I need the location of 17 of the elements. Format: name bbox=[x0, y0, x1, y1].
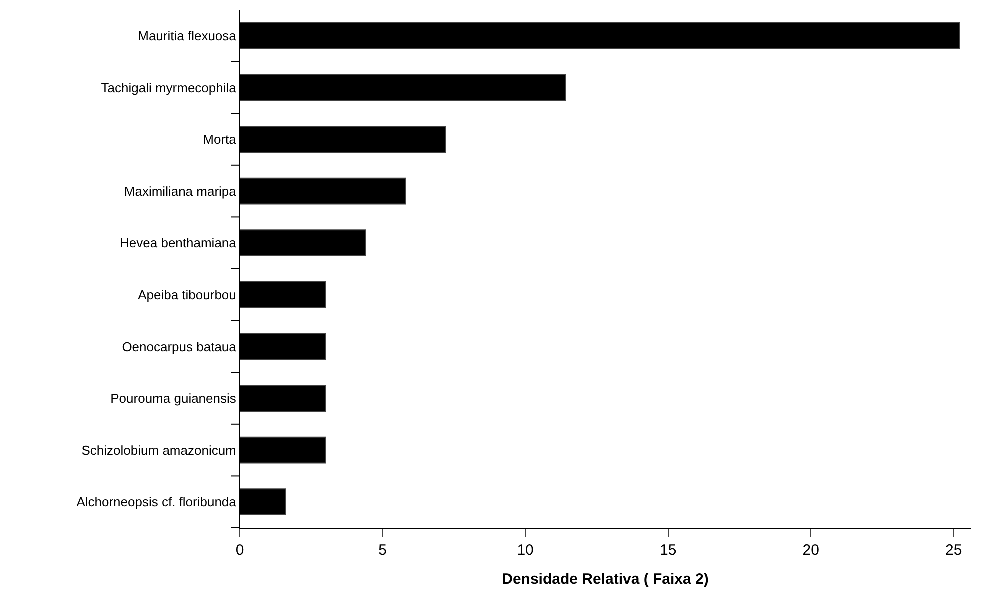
y-tick-label: Oenocarpus bataua bbox=[122, 339, 238, 354]
x-axis-title: Densidade Relativa ( Faixa 2) bbox=[502, 571, 709, 588]
y-tick-label: Hevea benthamiana bbox=[120, 236, 238, 251]
y-tick-label: Schizolobium amazonicum bbox=[82, 442, 236, 458]
x-tick-label: 0 bbox=[236, 542, 244, 559]
y-tick-label: Mauritia flexuosa bbox=[138, 28, 238, 44]
y-tick-label: Alchorneopsis cf. floribunda bbox=[76, 494, 238, 510]
y-tick-label: Pourouma guianensis bbox=[110, 391, 237, 406]
x-tick-label: 15 bbox=[660, 542, 677, 559]
x-tick-label: 10 bbox=[517, 542, 534, 559]
y-tick-label: Morta bbox=[203, 132, 238, 148]
y-tick-label: Tachigali myrmecophila bbox=[101, 80, 238, 96]
y-tick-label: Maximiliana maripa bbox=[124, 184, 238, 199]
x-tick-label: 20 bbox=[802, 542, 820, 559]
x-tick-label: 25 bbox=[946, 542, 962, 559]
y-tick-label: Apeiba tibourbou bbox=[138, 287, 236, 302]
x-tick-label: 5 bbox=[378, 542, 387, 559]
